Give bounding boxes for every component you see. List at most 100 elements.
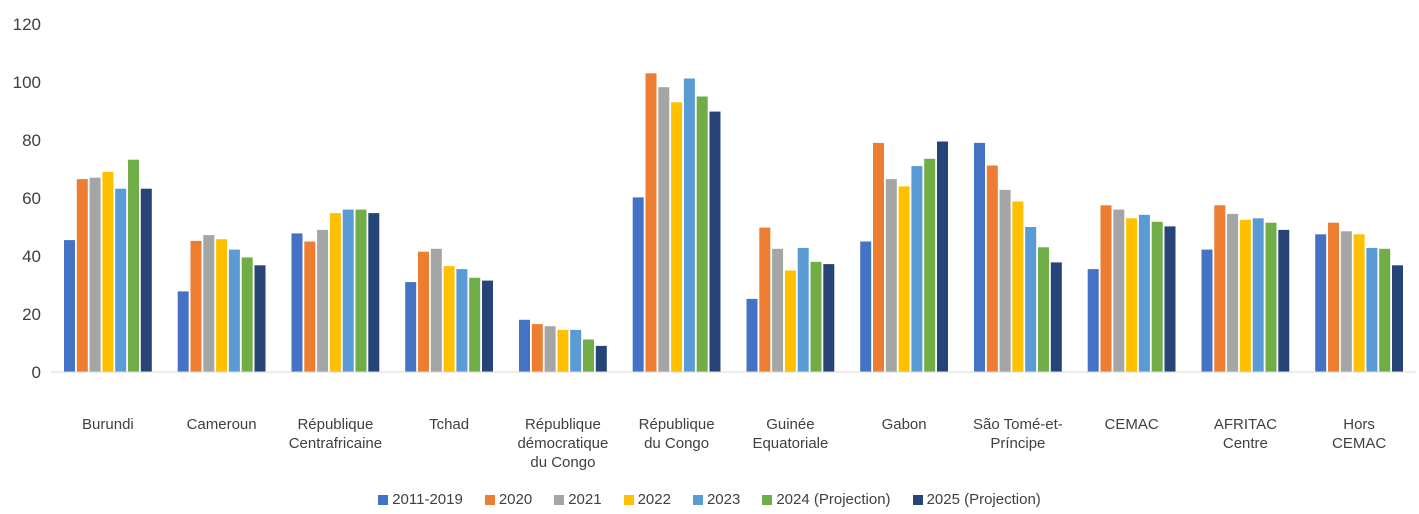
x-tick-label: São Tomé-et- Príncipe bbox=[973, 416, 1063, 452]
legend-item: 2024 (Projection) bbox=[762, 491, 891, 508]
y-axis: 0 20 40 60 80 100 120 bbox=[13, 15, 41, 382]
bar bbox=[329, 213, 341, 372]
bar bbox=[1038, 247, 1049, 372]
bar bbox=[1278, 229, 1290, 372]
bar bbox=[1328, 222, 1339, 372]
bar bbox=[986, 165, 998, 372]
y-tick-label: 120 bbox=[13, 15, 41, 34]
x-tick-label-line: Príncipe bbox=[990, 435, 1045, 452]
bar bbox=[797, 247, 809, 372]
legend-label: 2023 bbox=[706, 491, 741, 508]
y-tick-label: 0 bbox=[32, 363, 41, 382]
bar bbox=[1100, 205, 1112, 373]
bar bbox=[190, 240, 202, 372]
bar bbox=[177, 291, 189, 372]
bar bbox=[531, 324, 543, 372]
legend-label: 2022 bbox=[637, 491, 671, 508]
bar bbox=[1214, 205, 1226, 373]
bar bbox=[1138, 214, 1150, 372]
x-tick-label: AFRITAC Centre bbox=[1214, 416, 1277, 452]
bar bbox=[405, 282, 417, 372]
bar bbox=[784, 270, 796, 372]
bar bbox=[1392, 265, 1403, 372]
legend-swatch bbox=[378, 494, 389, 505]
bar bbox=[772, 248, 784, 373]
legend-item: 2020 bbox=[484, 491, 532, 508]
bar bbox=[1164, 226, 1176, 372]
x-tick-label-line: du Congo bbox=[530, 454, 595, 471]
bar bbox=[810, 261, 822, 372]
x-tick-label-line: Guinée bbox=[766, 416, 814, 433]
bar bbox=[418, 251, 429, 372]
x-tick-label-line: démocratique bbox=[517, 435, 608, 452]
bar bbox=[544, 326, 556, 372]
bar bbox=[746, 298, 758, 372]
bar bbox=[583, 339, 594, 372]
x-tick-label: Gabon bbox=[882, 416, 927, 433]
bar bbox=[1087, 269, 1099, 372]
bar bbox=[368, 213, 380, 372]
x-tick-label: République du Congo bbox=[639, 416, 715, 452]
x-tick-label-line: du Congo bbox=[644, 435, 709, 452]
x-tick-label-line: Tchad bbox=[429, 416, 469, 433]
x-tick-label: Cameroun bbox=[187, 416, 257, 433]
bar bbox=[873, 142, 884, 372]
legend-item: 2022 bbox=[623, 491, 671, 508]
bar bbox=[64, 240, 75, 372]
legend-swatch bbox=[692, 494, 703, 505]
legend-swatch bbox=[623, 494, 634, 505]
bar bbox=[1353, 234, 1365, 373]
bar bbox=[304, 241, 316, 372]
legend-item: 2021 bbox=[554, 491, 602, 508]
bar bbox=[709, 111, 721, 372]
legend-label: 2024 (Projection) bbox=[776, 491, 891, 508]
bar bbox=[595, 345, 607, 372]
bar bbox=[911, 166, 923, 372]
x-tick-label: République Centrafricaine bbox=[289, 416, 382, 452]
bar bbox=[89, 177, 101, 372]
bar bbox=[570, 329, 582, 372]
bar bbox=[317, 229, 329, 372]
legend-item: 2011-2019 bbox=[378, 491, 463, 508]
bar bbox=[885, 179, 897, 372]
bar bbox=[1012, 201, 1024, 372]
bar bbox=[1151, 221, 1163, 372]
bar bbox=[683, 78, 695, 372]
x-tick-label-line: Hors bbox=[1343, 416, 1375, 433]
x-tick-label-line: AFRITAC bbox=[1214, 416, 1277, 433]
bar bbox=[1340, 231, 1352, 372]
x-tick-label-line: Cameroun bbox=[187, 416, 257, 433]
x-tick-label: République démocratique du Congo bbox=[517, 416, 608, 471]
bar bbox=[216, 239, 228, 372]
bar bbox=[937, 141, 948, 372]
bar bbox=[291, 233, 303, 372]
bar bbox=[115, 188, 127, 372]
x-tick-label-line: Gabon bbox=[882, 416, 927, 433]
bar bbox=[482, 280, 493, 372]
bar bbox=[1379, 248, 1391, 373]
bar bbox=[1265, 222, 1277, 372]
legend-item: 2025 (Projection) bbox=[912, 491, 1041, 508]
bar bbox=[557, 329, 569, 372]
bar bbox=[696, 96, 708, 372]
y-tick-label: 80 bbox=[22, 131, 41, 150]
bar bbox=[999, 189, 1011, 372]
x-tick-label-line: Centrafricaine bbox=[289, 435, 382, 452]
bars bbox=[64, 73, 1403, 373]
bar bbox=[1126, 218, 1138, 372]
legend-label: 2025 (Projection) bbox=[926, 491, 1041, 508]
bar bbox=[342, 209, 354, 372]
bar bbox=[671, 102, 683, 373]
x-tick-label-line: République bbox=[639, 416, 715, 433]
bar bbox=[632, 197, 644, 372]
legend-label: 2011-2019 bbox=[392, 491, 463, 508]
bar bbox=[128, 159, 139, 372]
x-axis-labels: Burundi Cameroun République Centrafricaine T… bbox=[82, 416, 1386, 471]
y-tick-label: 60 bbox=[22, 189, 41, 208]
bar bbox=[469, 277, 481, 373]
x-tick-label-line: République bbox=[297, 416, 373, 433]
y-tick-label: 20 bbox=[22, 305, 41, 324]
bar bbox=[443, 266, 455, 372]
x-tick-label-line: République bbox=[525, 416, 601, 433]
bar bbox=[974, 142, 985, 372]
